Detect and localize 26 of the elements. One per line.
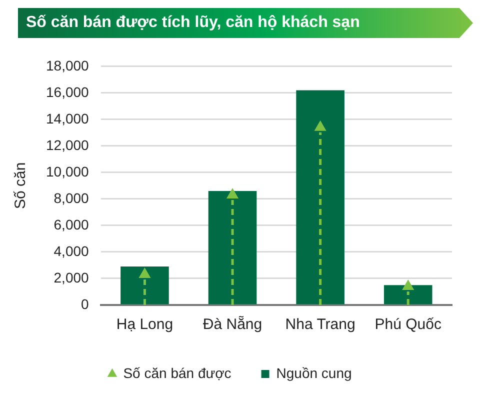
y-axis-title: Số căn bbox=[12, 162, 30, 210]
y-tick-label: 2,000 bbox=[54, 269, 90, 286]
legend-label: Nguồn cung bbox=[276, 364, 352, 381]
x-tick-label: Phú Quốc bbox=[374, 316, 442, 334]
bar bbox=[296, 90, 344, 304]
bar bbox=[208, 191, 257, 304]
x-tick-label: Hạ Long bbox=[116, 316, 174, 334]
y-tick-label: 16,000 bbox=[46, 84, 90, 100]
y-tick-label: 10,000 bbox=[46, 163, 90, 180]
bar bbox=[120, 266, 169, 304]
y-tick-label: 0 bbox=[81, 296, 90, 312]
x-tick-label: Nha Trang bbox=[285, 316, 356, 334]
y-tick-label: 4,000 bbox=[54, 242, 90, 259]
y-tick-label: 14,000 bbox=[46, 110, 90, 126]
chart-title: Số căn bán được tích lũy, căn hộ khách sạn bbox=[18, 8, 473, 38]
bar bbox=[384, 285, 432, 304]
y-tick-label: 6,000 bbox=[54, 216, 90, 232]
y-tick-label: 8,000 bbox=[54, 190, 90, 206]
point bbox=[226, 188, 239, 198]
point bbox=[314, 120, 326, 131]
legend-label: Số căn bán được bbox=[123, 364, 232, 381]
y-tick-label: 12,000 bbox=[46, 136, 90, 153]
point bbox=[402, 279, 414, 290]
x-tick-label: Đà Nẵng bbox=[202, 316, 262, 334]
point bbox=[138, 268, 151, 278]
y-tick-label: 18,000 bbox=[46, 57, 90, 74]
